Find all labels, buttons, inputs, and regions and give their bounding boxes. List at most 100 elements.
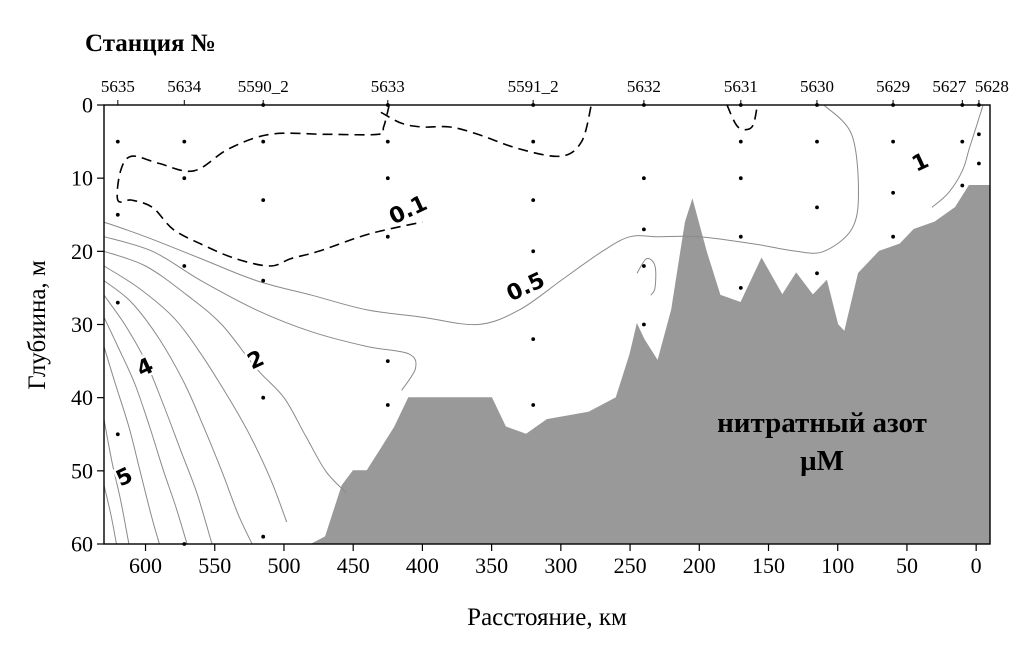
y-tick-label: 50 <box>71 458 93 483</box>
station-labels: 5635 5634 5590_2 5633 5591_2 5632 5631 5630 5629… <box>101 77 1009 105</box>
sample-point <box>891 234 895 239</box>
station-label: 5628 <box>975 77 1009 96</box>
sample-point <box>115 300 120 305</box>
sample-point <box>738 139 743 144</box>
station-label: 5634 <box>167 77 202 96</box>
station-label: 5632 <box>627 77 661 96</box>
sample-point <box>385 359 390 363</box>
y-tick-label: 20 <box>71 239 93 264</box>
sample-point <box>977 132 981 137</box>
y-tick-label: 40 <box>71 385 93 410</box>
x-tick-label: 350 <box>475 553 508 578</box>
contour-line <box>103 419 130 545</box>
y-tick-label: 60 <box>71 532 93 557</box>
sample-point <box>385 403 390 407</box>
sample-point <box>115 212 120 217</box>
sample-point <box>815 139 819 144</box>
sample-point <box>115 432 120 437</box>
sample-point <box>531 337 536 341</box>
contour-label: 0.1 <box>385 191 431 230</box>
annotation-line1: нитратный азот <box>717 407 927 439</box>
sample-point <box>261 139 266 144</box>
station-label: 5591_2 <box>508 77 559 96</box>
sample-point <box>738 286 743 290</box>
sample-point <box>960 183 965 188</box>
seabed-area <box>311 185 991 545</box>
sample-point <box>115 139 120 144</box>
contour-line <box>380 104 593 158</box>
contour-line <box>103 104 860 326</box>
sample-point <box>385 234 390 239</box>
station-label: 5590_2 <box>238 77 289 96</box>
sample-point <box>738 176 743 181</box>
contour-line <box>116 104 423 267</box>
sample-point <box>531 198 536 203</box>
sample-point <box>642 322 646 327</box>
contour-line <box>726 104 759 131</box>
contour-line <box>103 346 160 545</box>
contour-line <box>103 265 288 523</box>
contour-line <box>636 257 657 296</box>
contour-label: 1 <box>908 148 932 177</box>
sample-point <box>738 234 743 239</box>
sample-point <box>385 139 390 144</box>
contour-line <box>103 236 417 391</box>
sample-point <box>182 139 187 144</box>
x-tick-label: 400 <box>406 553 439 578</box>
station-label: 5627 <box>932 77 967 96</box>
sample-point <box>977 161 981 166</box>
seabed-layer <box>311 185 991 545</box>
station-label: 5633 <box>371 77 405 96</box>
sample-point <box>385 176 390 181</box>
y-tick-label: 10 <box>71 166 93 191</box>
contour-line <box>931 104 984 208</box>
x-tick-label: 250 <box>614 553 647 578</box>
station-header: Станция № <box>85 30 216 57</box>
x-axis: 600 550 500 450 400 350 300 250 200 150 100 50 0 <box>129 544 982 578</box>
x-tick-label: 300 <box>544 553 577 578</box>
x-tick-label: 0 <box>971 553 982 578</box>
y-tick-label: 0 <box>82 93 93 118</box>
sample-point <box>531 403 536 407</box>
sample-point <box>815 271 819 276</box>
y-axis: 0 10 20 30 40 50 60 <box>71 93 104 557</box>
x-tick-label: 600 <box>129 553 162 578</box>
sample-point <box>960 139 965 144</box>
sample-point <box>261 534 266 539</box>
sample-point <box>531 249 536 254</box>
x-tick-label: 200 <box>683 553 716 578</box>
x-tick-label: 450 <box>337 553 370 578</box>
contour-label: 4 <box>133 353 157 382</box>
contour-layer <box>103 104 984 545</box>
x-tick-label: 100 <box>821 553 854 578</box>
sample-point <box>642 227 646 232</box>
sample-point <box>891 190 895 195</box>
contour-label: 2 <box>244 346 268 375</box>
station-label: 5635 <box>101 77 135 96</box>
station-label: 5630 <box>800 77 834 96</box>
contour-line <box>103 280 253 545</box>
sample-point <box>182 264 187 268</box>
x-tick-label: 550 <box>198 553 231 578</box>
station-label: 5629 <box>876 77 910 96</box>
y-axis-label: Глубиина, м <box>24 260 51 390</box>
sample-point <box>531 139 536 144</box>
sample-point <box>642 264 646 268</box>
sample-point <box>815 205 819 210</box>
contour-line <box>103 250 347 494</box>
sample-point <box>261 198 266 203</box>
contour-label: 0.5 <box>503 268 549 307</box>
contour-label: 5 <box>112 463 136 492</box>
x-axis-label: Расстояние, км <box>467 604 627 631</box>
sample-point <box>261 278 266 283</box>
x-tick-label: 50 <box>896 553 918 578</box>
sample-point <box>891 139 895 144</box>
annotation-line2: µM <box>800 445 844 477</box>
sample-point <box>261 395 266 400</box>
station-label: 5631 <box>724 77 758 96</box>
x-tick-label: 150 <box>752 553 785 578</box>
sample-point <box>182 176 187 181</box>
sample-point <box>642 176 646 181</box>
contour-line <box>103 485 117 545</box>
